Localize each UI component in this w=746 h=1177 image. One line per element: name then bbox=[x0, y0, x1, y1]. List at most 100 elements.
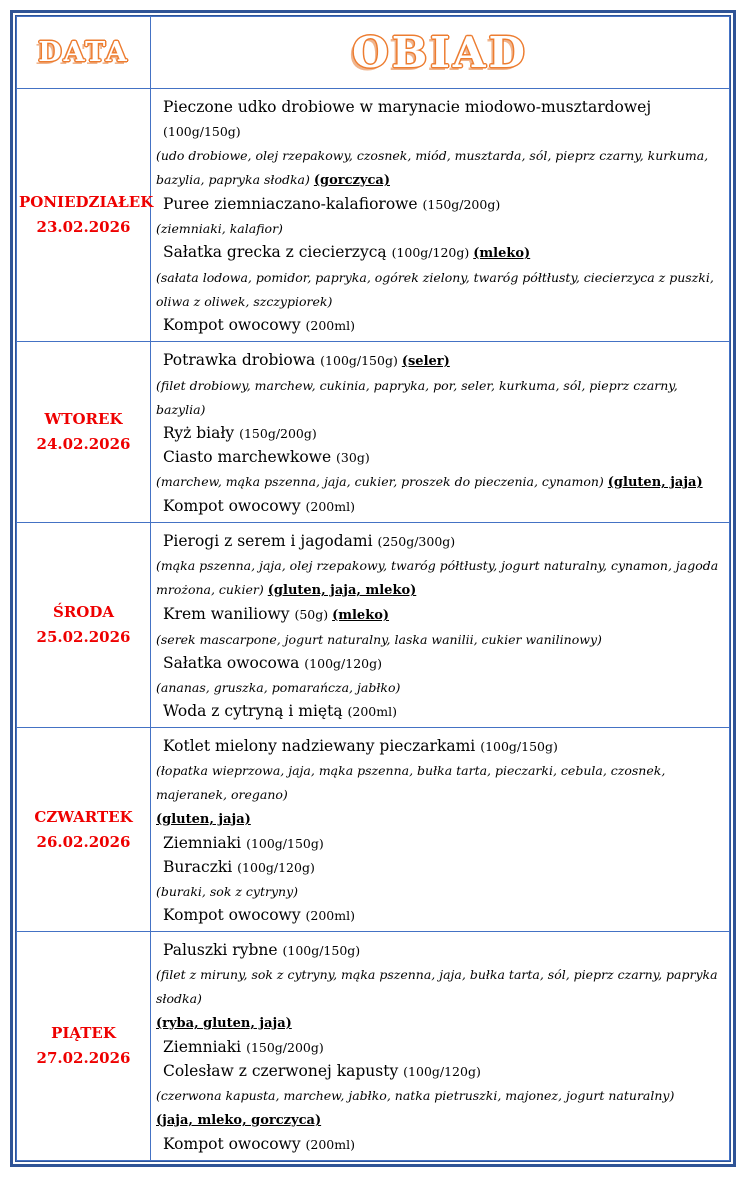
portion-text: (30g) bbox=[336, 450, 370, 465]
dish-text: Woda z cytryną i miętą bbox=[163, 702, 348, 720]
day-label: CZWARTEK bbox=[34, 807, 133, 826]
portion-text: (100g/150g) bbox=[282, 943, 361, 958]
portion-text: (100g/120g) bbox=[237, 860, 315, 875]
allergens-text: (gluten, jaja) bbox=[607, 475, 703, 490]
portion-text: (150g/200g) bbox=[239, 426, 317, 441]
allergens-text: (mleko) bbox=[473, 246, 531, 261]
dish-line: Ziemniaki (150g/200g) bbox=[156, 1035, 725, 1059]
allergens-text: (jaja, mleko, gorczyca) bbox=[156, 1113, 322, 1128]
date-label: 23.02.2026 bbox=[36, 218, 131, 236]
dish-line: Kompot owocowy (200ml) bbox=[156, 1132, 725, 1156]
dish-line: Ryż biały (150g/200g) bbox=[156, 421, 725, 445]
allergens-text: (ryba, gluten, jaja) bbox=[156, 1016, 292, 1031]
ingredients-line: (buraki, sok z cytryny) bbox=[156, 879, 725, 903]
dish-line: Sałatka grecka z ciecierzycą (100g/120g)… bbox=[156, 240, 725, 265]
day-date-cell: CZWARTEK 26.02.2026 bbox=[16, 727, 151, 932]
ingredients-text: (marchew, mąka pszenna, jaja, cukier, pr… bbox=[156, 474, 608, 489]
dish-line: Puree ziemniaczano-kalafiorowe (150g/200… bbox=[156, 192, 725, 216]
ingredients-line: (serek mascarpone, jogurt naturalny, las… bbox=[156, 627, 725, 651]
portion-text: (100g/150g) bbox=[246, 836, 324, 851]
portion-text: (100g/120g) bbox=[403, 1064, 481, 1079]
menu-content-cell: Paluszki rybne (100g/150g) (filet z mirun… bbox=[150, 931, 730, 1161]
dish-text: Ciasto marchewkowe bbox=[163, 448, 337, 466]
dish-text: Pieczone udko drobiowe w marynacie miodo… bbox=[163, 98, 652, 116]
ingredients-text: (udo drobiowe, olej rzepakowy, czosnek, … bbox=[156, 148, 709, 187]
dish-line: Buraczki (100g/120g) bbox=[156, 855, 725, 879]
dish-line: Potrawka drobiowa (100g/150g) (seler) bbox=[156, 348, 725, 373]
dish-line: Kompot owocowy (200ml) bbox=[156, 903, 725, 927]
ingredients-text: (ananas, gruszka, pomarańcza, jabłko) bbox=[156, 680, 401, 695]
menu-content-cell: Pierogi z serem i jagodami (250g/300g) (m… bbox=[150, 522, 730, 728]
ingredients-line: (łopatka wieprzowa, jaja, mąka pszenna, … bbox=[156, 758, 725, 806]
menu-content-cell: Pieczone udko drobiowe w marynacie miodo… bbox=[150, 88, 730, 342]
ingredients-text: (czerwona kapusta, marchew, jabłko, natk… bbox=[156, 1088, 675, 1103]
header-row: DATA OBIAD bbox=[16, 16, 730, 89]
dish-line: Kompot owocowy (200ml) bbox=[156, 494, 725, 518]
menu-row: ŚRODA 25.02.2026 Pierogi z serem i jagodam… bbox=[16, 522, 730, 728]
portion-text: (100g/120g) bbox=[391, 245, 474, 260]
dish-line: Kompot owocowy (200ml) bbox=[156, 313, 725, 337]
allergens-text: (mleko) bbox=[332, 608, 390, 623]
ingredients-line: (udo drobiowe, olej rzepakowy, czosnek, … bbox=[156, 143, 725, 192]
allergens-line: (jaja, mleko, gorczyca) bbox=[156, 1107, 725, 1132]
menu-row: WTOREK 24.02.2026 Potrawka drobiowa (100g/… bbox=[16, 341, 730, 523]
ingredients-text: (ziemniaki, kalafior) bbox=[156, 221, 283, 236]
portion-text: (150g/200g) bbox=[246, 1040, 324, 1055]
dish-text: Kompot owocowy bbox=[163, 1135, 306, 1153]
dish-text: Kotlet mielony nadziewany pieczarkami bbox=[163, 737, 481, 755]
day-label: PIĄTEK bbox=[51, 1024, 116, 1042]
allergens-text: (seler) bbox=[401, 354, 450, 369]
allergens-text: (gorczyca) bbox=[313, 173, 390, 188]
portion-text: (200ml) bbox=[305, 908, 355, 923]
dish-line: Ziemniaki (100g/150g) bbox=[156, 831, 725, 855]
dish-text: Puree ziemniaczano-kalafiorowe bbox=[163, 195, 423, 213]
day-label: WTOREK bbox=[44, 410, 123, 428]
dish-text: Sałatka owocowa bbox=[163, 654, 305, 672]
menu-content-cell: Potrawka drobiowa (100g/150g) (seler) (fi… bbox=[150, 341, 730, 523]
ingredients-line: (sałata lodowa, pomidor, papryka, ogórek… bbox=[156, 265, 725, 313]
dish-text: Buraczki bbox=[163, 858, 238, 876]
portion-text: (250g/300g) bbox=[377, 534, 456, 549]
date-label: 27.02.2026 bbox=[36, 1049, 131, 1067]
dish-text: Potrawka drobiowa bbox=[163, 351, 321, 369]
portion-text: (50g) bbox=[294, 607, 333, 622]
allergens-text: (gluten, jaja, mleko) bbox=[267, 583, 417, 598]
dish-text: Kompot owocowy bbox=[163, 497, 306, 515]
portion-text: (200ml) bbox=[305, 318, 355, 333]
menu-row: PONIEDZIAŁEK 23.02.2026 Pieczone udko drob… bbox=[16, 88, 730, 342]
dish-line: Kotlet mielony nadziewany pieczarkami (1… bbox=[156, 734, 725, 758]
ingredients-line: (ananas, gruszka, pomarańcza, jabłko) bbox=[156, 675, 725, 699]
ingredients-text: (mąka pszenna, jaja, olej rzepakowy, twa… bbox=[156, 558, 719, 597]
day-label: ŚRODA bbox=[52, 603, 114, 621]
day-label: PONIEDZIAŁEK bbox=[19, 193, 154, 211]
dish-text: Colesław z czerwonej kapusty bbox=[163, 1062, 404, 1080]
dish-text: Pierogi z serem i jagodami bbox=[163, 532, 378, 550]
portion-text: (100g/150g) bbox=[320, 353, 402, 368]
portion-text: (100g/150g) bbox=[163, 124, 241, 139]
ingredients-text: (filet z miruny, sok z cytryny, mąka psz… bbox=[156, 967, 718, 1006]
dish-text: Kompot owocowy bbox=[163, 316, 306, 334]
portion-text: (100g/150g) bbox=[480, 739, 558, 754]
menu-row: CZWARTEK 26.02.2026 Kotlet mielony nadziew… bbox=[16, 727, 730, 932]
menu-content-cell: Kotlet mielony nadziewany pieczarkami (1… bbox=[150, 727, 730, 932]
dish-line: Pieczone udko drobiowe w marynacie miodo… bbox=[156, 95, 725, 143]
portion-text: (200ml) bbox=[347, 704, 397, 719]
dish-line: Colesław z czerwonej kapusty (100g/120g) bbox=[156, 1059, 725, 1083]
dish-line: Sałatka owocowa (100g/120g) bbox=[156, 651, 725, 675]
dish-text: Krem waniliowy bbox=[163, 605, 295, 623]
ingredients-line: (marchew, mąka pszenna, jaja, cukier, pr… bbox=[156, 469, 725, 494]
portion-text: (150g/200g) bbox=[422, 197, 501, 212]
weekly-lunch-menu-table: DATA OBIAD PONIEDZIAŁEK 23.02.2026 Pieczon… bbox=[16, 16, 730, 1161]
menu-row: PIĄTEK 27.02.2026 Paluszki rybne (100g/150… bbox=[16, 931, 730, 1161]
ingredients-line: (ziemniaki, kalafior) bbox=[156, 216, 725, 240]
ingredients-text: (sałata lodowa, pomidor, papryka, ogórek… bbox=[156, 270, 714, 309]
table-outer-frame: DATA OBIAD PONIEDZIAŁEK 23.02.2026 Pieczon… bbox=[10, 10, 736, 1167]
date-label: 25.02.2026 bbox=[36, 628, 131, 646]
dish-text: Ziemniaki bbox=[163, 1038, 247, 1056]
dish-line: Woda z cytryną i miętą (200ml) bbox=[156, 699, 725, 723]
allergens-text: (gluten, jaja) bbox=[156, 812, 251, 827]
dish-line: Paluszki rybne (100g/150g) bbox=[156, 938, 725, 962]
date-label: 26.02.2026 bbox=[36, 832, 131, 851]
portion-text: (200ml) bbox=[305, 1137, 355, 1152]
dish-text: Kompot owocowy bbox=[163, 906, 306, 924]
